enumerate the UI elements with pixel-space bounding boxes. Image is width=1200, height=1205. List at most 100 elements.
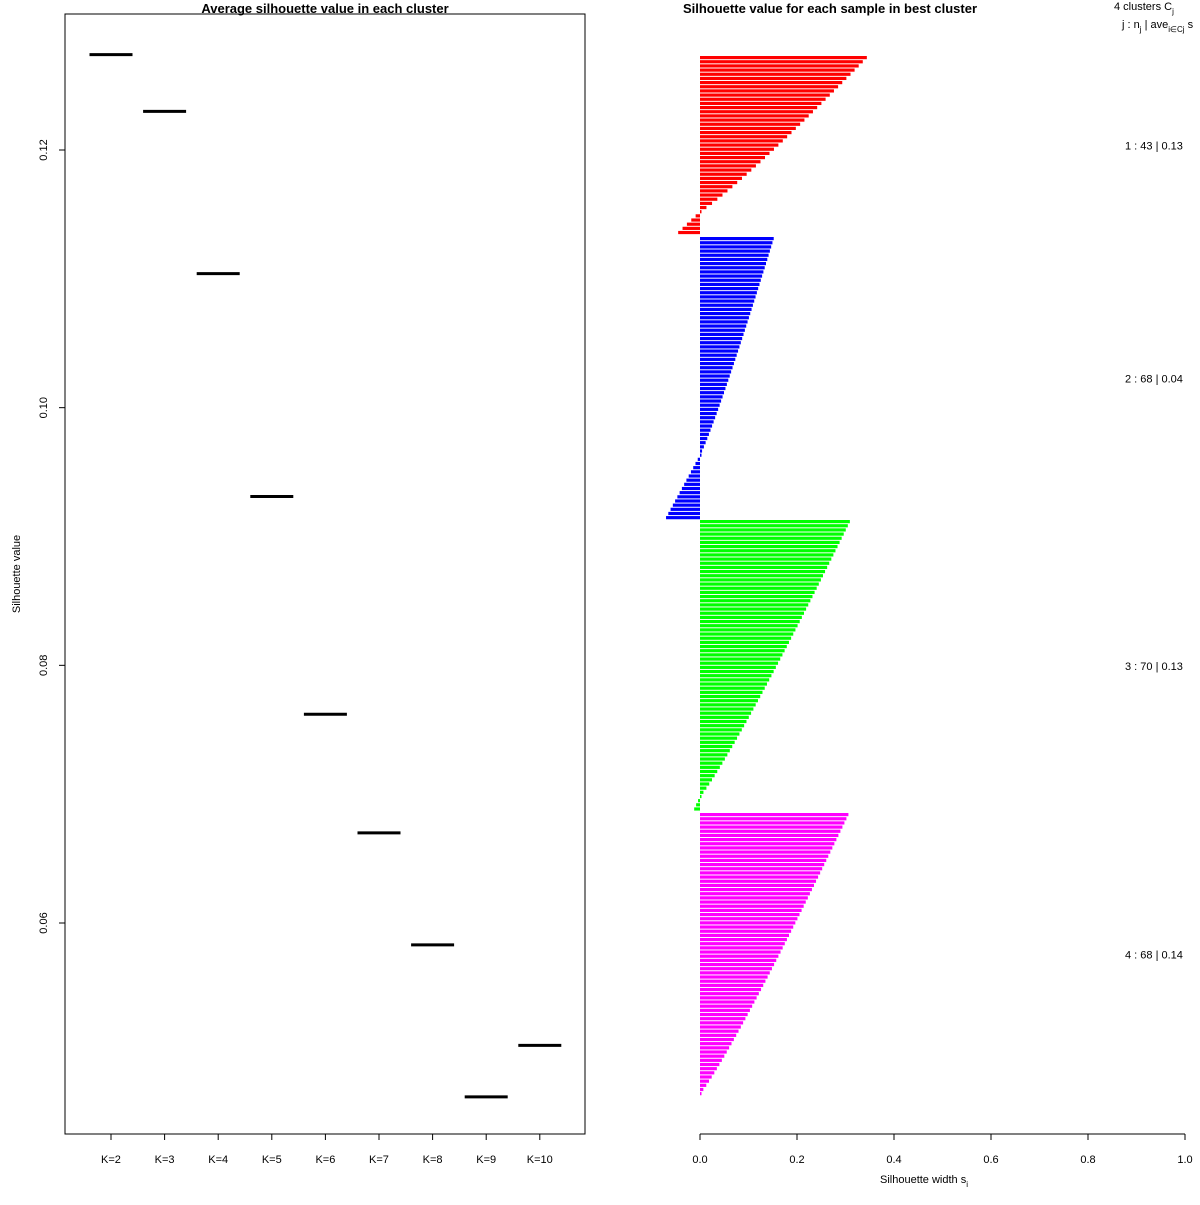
silhouette-bar [700,900,806,904]
silhouette-bars [666,56,867,1096]
silhouette-bar [700,578,821,582]
silhouette-bar [670,507,700,511]
left-y-tick-label: 0.12 [38,139,50,160]
silhouette-bar [693,466,700,470]
silhouette-bar [700,151,770,155]
silhouette-bar [700,817,847,821]
silhouette-bar [700,607,807,611]
silhouette-bar [700,682,767,686]
silhouette-bar [700,441,706,445]
legend-header-ave: | ave [1142,19,1169,31]
silhouette-bar [700,669,774,674]
silhouette-bar [700,825,843,829]
silhouette-bar [700,205,707,210]
silhouette-bar [700,603,809,607]
silhouette-bar [700,197,718,201]
silhouette-bar [697,457,700,461]
silhouette-bar [700,345,740,349]
silhouette-bar [700,975,768,979]
silhouette-bar [681,486,700,491]
silhouette-bar [700,561,830,565]
silhouette-bar [700,921,796,925]
silhouette-bar [700,908,802,912]
silhouette-bar [700,653,783,657]
silhouette-bar [700,854,829,858]
left-x-tick-label: K=9 [476,1154,496,1166]
silhouette-bar [700,821,845,825]
right-x-tick-label: 0.2 [789,1154,804,1166]
silhouette-bar [700,703,756,707]
silhouette-bar [700,536,842,540]
silhouette-bar [700,937,787,942]
silhouette-bar [700,917,798,921]
silhouette-bar [700,147,774,151]
cluster-2-bars [666,237,774,520]
left-x-tick-label: K=7 [369,1154,389,1166]
silhouette-bar [700,715,749,719]
silhouette-bar [700,241,773,245]
silhouette-bar [700,299,755,303]
silhouette-bar [700,657,781,661]
silhouette-bar [691,218,700,222]
silhouette-bar [700,829,841,833]
cluster-4-bars [700,813,849,1096]
silhouette-bar [700,582,819,586]
silhouette-bar [700,237,774,241]
silhouette-bar [700,954,779,958]
silhouette-bar [700,185,733,189]
silhouette-bar [700,524,848,528]
silhouette-bar [700,929,792,933]
silhouette-bar [700,266,765,270]
silhouette-bar [700,378,729,382]
silhouette-bar [700,615,802,619]
silhouette-bar [700,1017,746,1021]
left-x-axis: K=2 K=3 K=4 K=5 K=6 K=7 K=8 K=9 K=10 [101,1133,553,1166]
silhouette-bar [700,1025,741,1029]
silhouette-bar [700,594,813,599]
silhouette-bar [700,1075,712,1079]
silhouette-bar [700,749,730,753]
silhouette-bar [700,1008,750,1012]
silhouette-bar [700,361,734,366]
silhouette-bar [700,769,718,774]
silhouette-bar [700,887,812,892]
silhouette-bar [682,226,700,230]
silhouette-bar [700,366,733,370]
silhouette-bar [700,640,789,644]
right-chart-title: Silhouette value for each sample in best… [683,1,977,16]
silhouette-bar [700,357,736,361]
silhouette-bar [700,1004,753,1008]
silhouette-bar [700,336,743,341]
silhouette-bar [700,946,783,950]
silhouette-bar [700,879,817,883]
legend-header-nj-subscript: j [1139,25,1142,34]
silhouette-bar [700,778,712,782]
left-y-tick-label: 0.06 [38,912,50,933]
silhouette-bar [700,428,711,432]
silhouette-bar [700,1050,727,1054]
silhouette-bar [700,707,754,711]
silhouette-bar [700,420,714,424]
left-x-tick-label: K=4 [208,1154,228,1166]
silhouette-bar [700,399,722,403]
silhouette-bar [700,644,787,649]
silhouette-bar [700,983,764,987]
silhouette-bar [700,168,752,172]
silhouette-bar [700,1037,734,1042]
right-x-tick-label: 0.0 [692,1154,707,1166]
silhouette-bar [700,813,849,817]
silhouette-bar [700,892,810,896]
silhouette-bar [679,491,700,495]
silhouette-bar [700,180,738,185]
silhouette-bar [700,64,859,68]
silhouette-bar [700,942,785,946]
silhouette-bar [700,416,716,420]
sample-silhouette-panel: Silhouette value for each sample in best… [666,1,1194,1189]
silhouette-bar [700,201,713,205]
silhouette-bar [700,1087,704,1092]
silhouette-bar [700,257,768,262]
silhouette-bar [700,453,702,457]
silhouette-bar [700,89,834,93]
silhouette-bar [668,511,700,516]
